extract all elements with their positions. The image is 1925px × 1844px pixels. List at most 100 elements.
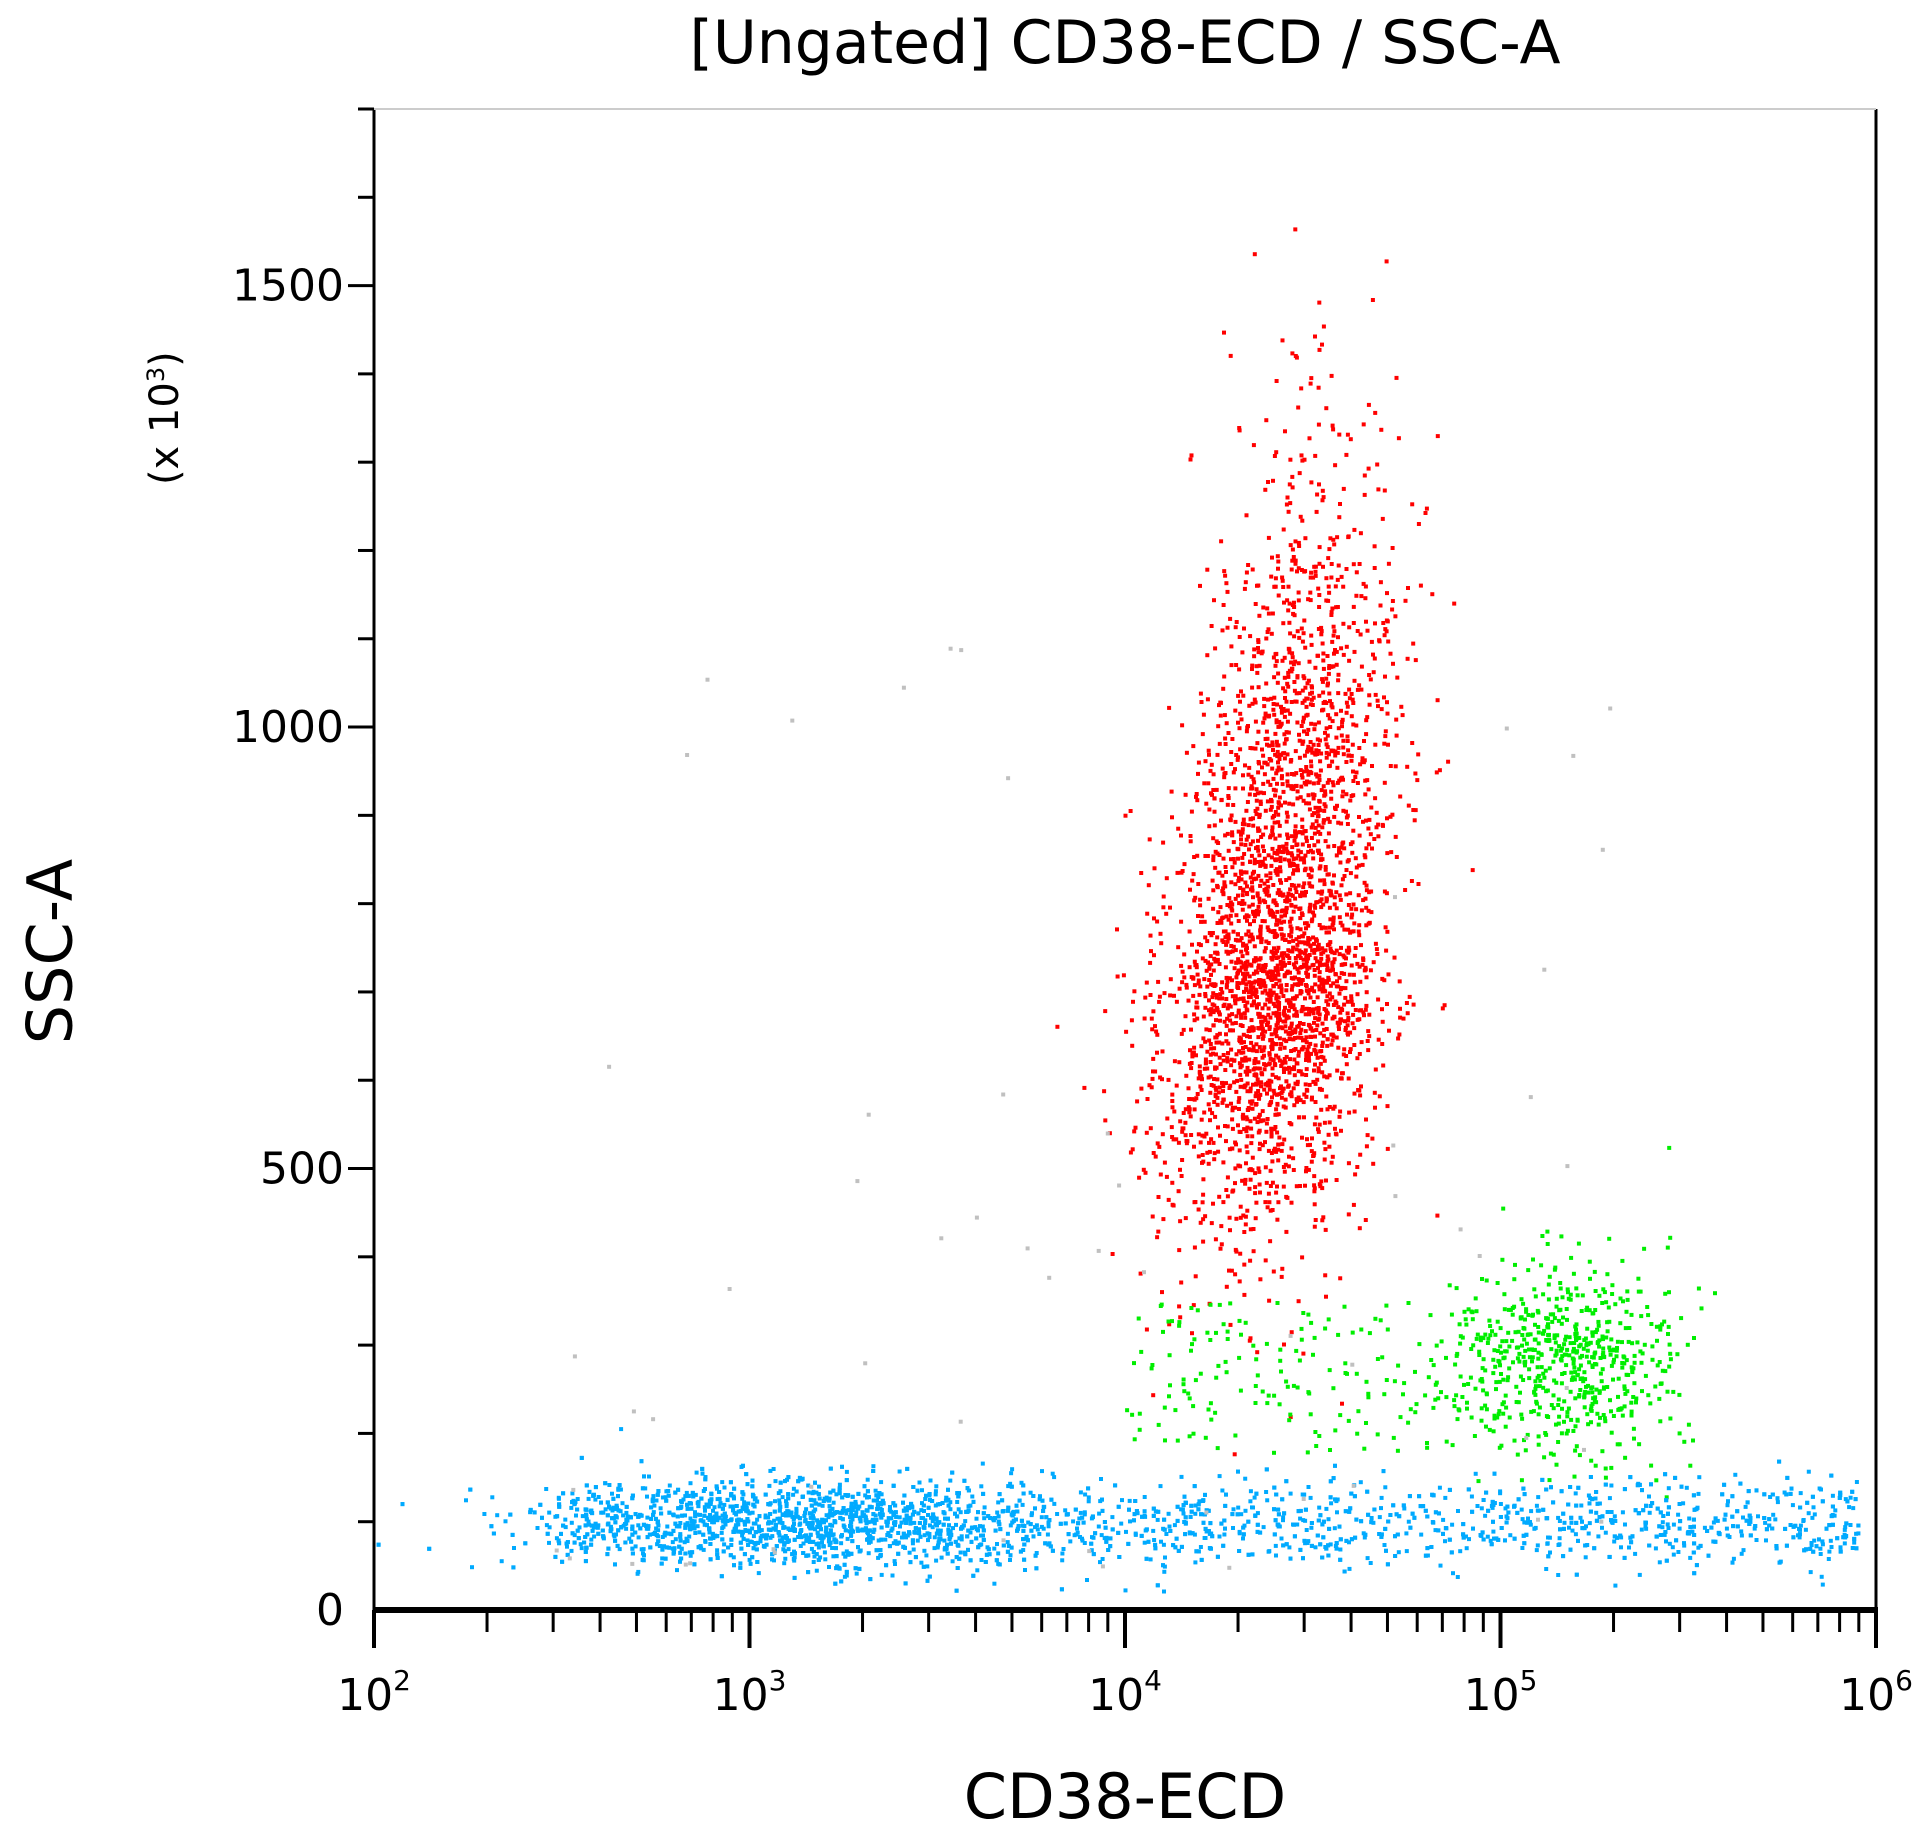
data-point <box>1184 1073 1189 1078</box>
data-point <box>1327 930 1331 935</box>
data-point <box>1364 1144 1369 1149</box>
data-point <box>1258 1190 1262 1195</box>
data-point <box>1351 701 1356 705</box>
data-point <box>1304 1087 1309 1092</box>
data-point <box>1280 936 1285 941</box>
data-point <box>1250 746 1255 751</box>
data-point <box>1187 1434 1192 1439</box>
data-point <box>1364 1003 1369 1008</box>
data-point <box>1318 960 1323 965</box>
data-point <box>1357 562 1362 566</box>
data-point <box>1176 826 1181 831</box>
data-point <box>1334 853 1339 858</box>
data-point <box>1332 814 1337 819</box>
data-point <box>1554 1296 1559 1301</box>
data-point <box>1263 1200 1268 1205</box>
data-point <box>1280 908 1285 913</box>
data-point <box>1298 514 1303 519</box>
data-point <box>1361 581 1366 586</box>
data-point <box>1595 1327 1600 1332</box>
data-point <box>1189 1027 1193 1032</box>
data-point <box>1373 621 1377 626</box>
data-point <box>1348 930 1353 935</box>
data-point <box>1279 767 1284 772</box>
data-point <box>1593 1330 1598 1335</box>
data-point <box>1233 1001 1238 1006</box>
data-point <box>1208 1042 1213 1046</box>
data-point <box>1507 1415 1512 1420</box>
data-point <box>1377 638 1382 643</box>
data-point <box>1181 1377 1186 1382</box>
data-point <box>1488 1324 1493 1328</box>
data-point <box>1295 842 1300 847</box>
data-point <box>1398 1415 1403 1420</box>
data-point <box>1167 1394 1171 1399</box>
data-point <box>1547 1274 1552 1279</box>
data-point <box>1286 730 1291 735</box>
data-point <box>1290 772 1294 776</box>
data-point <box>1288 501 1293 506</box>
data-point <box>1390 599 1395 603</box>
data-point <box>1164 1174 1169 1179</box>
data-point <box>1500 1339 1505 1344</box>
data-point <box>1292 1065 1297 1070</box>
data-point <box>1501 1206 1506 1211</box>
data-point <box>1338 502 1342 506</box>
data-point <box>1190 1051 1195 1055</box>
data-point <box>1345 734 1350 739</box>
data-point <box>1240 1178 1245 1183</box>
data-point <box>1258 930 1263 935</box>
data-point <box>1324 1027 1329 1031</box>
data-point <box>1302 676 1307 681</box>
data-point <box>1348 1030 1353 1035</box>
data-point <box>1371 652 1375 657</box>
data-point <box>1575 1293 1580 1298</box>
data-point <box>1281 789 1286 794</box>
data-point <box>1256 965 1261 970</box>
data-point <box>1385 711 1390 716</box>
data-point <box>1333 753 1338 758</box>
data-point <box>1463 1317 1468 1322</box>
data-point <box>1215 1007 1220 1012</box>
data-point <box>1207 1008 1211 1013</box>
data-point <box>1351 621 1356 625</box>
data-point <box>1217 870 1222 875</box>
data-point <box>1393 834 1398 839</box>
data-point <box>1339 845 1344 850</box>
data-point <box>1260 1036 1265 1041</box>
data-point <box>1364 990 1369 995</box>
data-point <box>1253 809 1258 813</box>
data-point <box>1207 1140 1211 1145</box>
data-point <box>1554 1380 1559 1385</box>
data-point <box>1488 1333 1493 1338</box>
data-point <box>1198 984 1203 989</box>
data-point <box>1293 956 1298 960</box>
data-point <box>1334 662 1339 667</box>
data-point <box>1301 715 1306 720</box>
data-point <box>1688 1463 1693 1468</box>
data-point <box>1431 1405 1436 1410</box>
data-point <box>1617 1406 1622 1411</box>
data-point <box>1478 1335 1483 1340</box>
data-point <box>1311 856 1316 861</box>
data-point <box>1369 889 1374 894</box>
data-point <box>1276 1007 1281 1012</box>
data-point <box>1205 653 1210 658</box>
data-point <box>1344 567 1349 571</box>
data-point <box>1556 1403 1561 1407</box>
data-point <box>1251 971 1256 976</box>
data-point <box>1276 1147 1281 1152</box>
data-point <box>1535 1365 1540 1370</box>
data-point <box>1696 1286 1701 1291</box>
data-point <box>1250 1106 1255 1111</box>
data-point <box>1569 1370 1574 1375</box>
data-point <box>1517 1351 1522 1356</box>
data-point <box>1313 1430 1318 1434</box>
data-point <box>1291 996 1295 1001</box>
data-point <box>1239 1015 1244 1020</box>
data-point <box>1306 849 1311 854</box>
data-point <box>1295 789 1300 794</box>
data-point <box>1363 1007 1368 1012</box>
data-point <box>1263 1029 1268 1034</box>
data-point <box>1342 1002 1347 1007</box>
